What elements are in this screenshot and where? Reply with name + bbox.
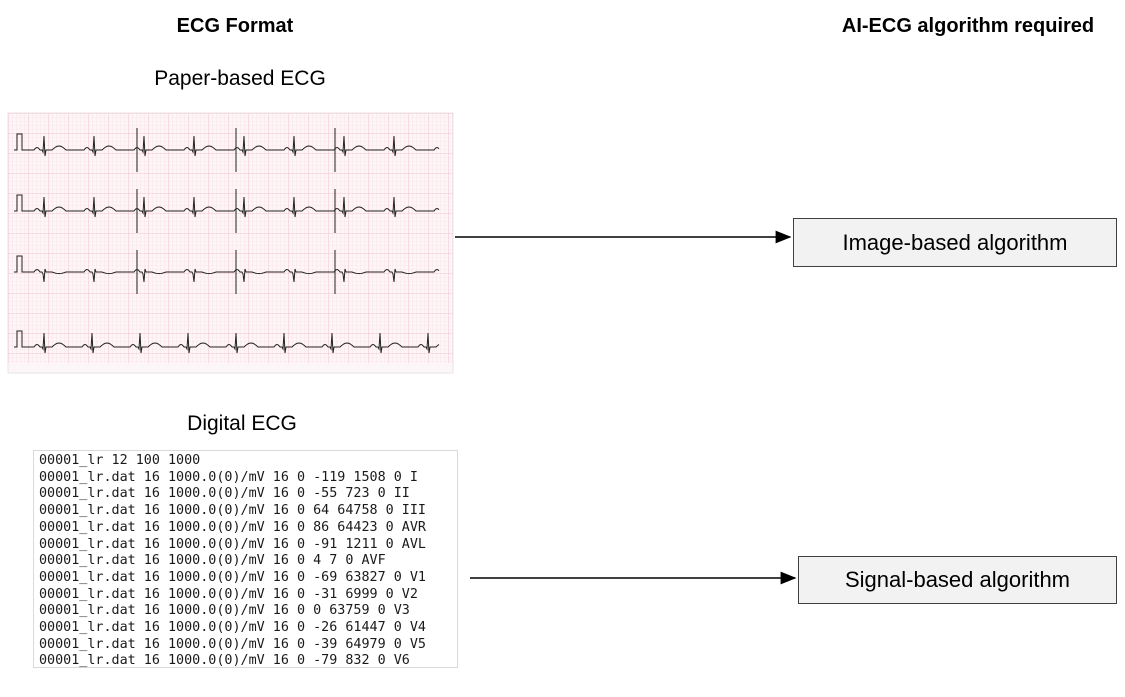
code-line: 00001_lr.dat 16 1000.0(0)/mV 16 0 -31 69… [39, 587, 457, 604]
code-line: 00001_lr.dat 16 1000.0(0)/mV 16 0 -119 1… [39, 470, 457, 487]
page: ECG Format AI-ECG algorithm required Pap… [0, 0, 1125, 697]
code-line: 00001_lr.dat 16 1000.0(0)/mV 16 0 -55 72… [39, 486, 457, 503]
ecg-image [8, 113, 453, 373]
code-line: 00001_lr.dat 16 1000.0(0)/mV 16 0 4 7 0 … [39, 553, 457, 570]
image-algorithm-box: Image-based algorithm [793, 218, 1117, 267]
code-line: 00001_lr.dat 16 1000.0(0)/mV 16 0 86 644… [39, 520, 457, 537]
code-line: 00001_lr.dat 16 1000.0(0)/mV 16 0 0 6375… [39, 603, 457, 620]
signal-algorithm-box: Signal-based algorithm [798, 556, 1117, 604]
code-line: 00001_lr.dat 16 1000.0(0)/mV 16 0 -69 63… [39, 570, 457, 587]
code-line: 00001_lr.dat 16 1000.0(0)/mV 16 0 -79 83… [39, 653, 457, 670]
code-line: 00001_lr.dat 16 1000.0(0)/mV 16 0 64 647… [39, 503, 457, 520]
code-line: 00001_lr.dat 16 1000.0(0)/mV 16 0 -91 12… [39, 537, 457, 554]
code-line: 00001_lr.dat 16 1000.0(0)/mV 16 0 -39 64… [39, 637, 457, 654]
code-line: 00001_lr.dat 16 1000.0(0)/mV 16 0 -26 61… [39, 620, 457, 637]
code-line: 00001_lr 12 100 1000 [39, 453, 457, 470]
